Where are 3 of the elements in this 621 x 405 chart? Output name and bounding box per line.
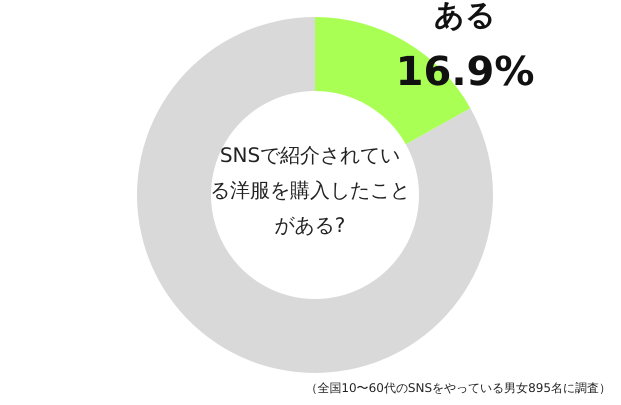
slice-label: ある [434,0,496,34]
text: SNSで紹介されている洋服を購入したことがある? [210,142,410,239]
text: （全国10〜60代のSNSをやっている男女895名に調査） [305,380,611,397]
